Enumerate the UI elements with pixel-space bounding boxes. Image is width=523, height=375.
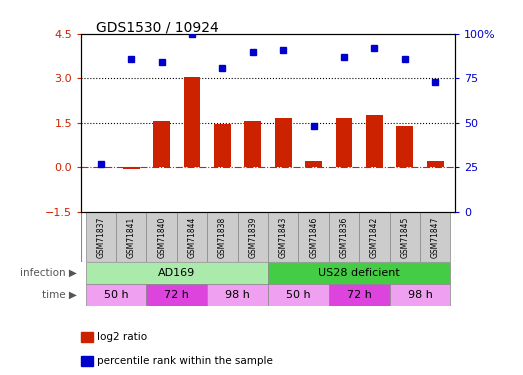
FancyBboxPatch shape	[268, 284, 329, 306]
Text: GSM71838: GSM71838	[218, 216, 227, 258]
Text: 50 h: 50 h	[286, 290, 311, 300]
Text: infection ▶: infection ▶	[20, 268, 77, 278]
Text: 98 h: 98 h	[225, 290, 250, 300]
Text: AD169: AD169	[158, 268, 196, 278]
FancyBboxPatch shape	[86, 284, 146, 306]
FancyBboxPatch shape	[390, 284, 450, 306]
Text: GSM71847: GSM71847	[431, 216, 440, 258]
FancyBboxPatch shape	[329, 284, 390, 306]
Text: 50 h: 50 h	[104, 290, 128, 300]
Text: 72 h: 72 h	[347, 290, 372, 300]
Text: GSM71846: GSM71846	[309, 216, 318, 258]
Text: GDS1530 / 10924: GDS1530 / 10924	[96, 21, 218, 34]
Text: US28 deficient: US28 deficient	[319, 268, 400, 278]
FancyBboxPatch shape	[207, 211, 237, 262]
Bar	[427, 161, 444, 167]
FancyBboxPatch shape	[329, 211, 359, 262]
FancyBboxPatch shape	[207, 284, 268, 306]
FancyBboxPatch shape	[359, 211, 390, 262]
FancyBboxPatch shape	[299, 211, 329, 262]
Text: GSM71842: GSM71842	[370, 216, 379, 258]
Bar	[153, 121, 170, 167]
Text: GSM71836: GSM71836	[339, 216, 348, 258]
Text: GSM71843: GSM71843	[279, 216, 288, 258]
Text: time ▶: time ▶	[42, 290, 77, 300]
Text: GSM71844: GSM71844	[188, 216, 197, 258]
FancyBboxPatch shape	[268, 211, 299, 262]
FancyBboxPatch shape	[146, 211, 177, 262]
Bar	[305, 161, 322, 167]
FancyBboxPatch shape	[86, 211, 116, 262]
FancyBboxPatch shape	[116, 211, 146, 262]
FancyBboxPatch shape	[86, 262, 268, 284]
Bar	[336, 118, 353, 167]
Bar	[396, 126, 413, 167]
Bar	[184, 77, 200, 167]
Text: 72 h: 72 h	[164, 290, 189, 300]
Text: GSM71841: GSM71841	[127, 216, 136, 258]
FancyBboxPatch shape	[268, 262, 450, 284]
Text: GSM71845: GSM71845	[400, 216, 410, 258]
FancyBboxPatch shape	[390, 211, 420, 262]
FancyBboxPatch shape	[420, 211, 450, 262]
Text: percentile rank within the sample: percentile rank within the sample	[97, 356, 272, 366]
Text: log2 ratio: log2 ratio	[97, 332, 147, 342]
FancyBboxPatch shape	[177, 211, 207, 262]
Bar	[123, 167, 140, 169]
FancyBboxPatch shape	[146, 284, 207, 306]
Bar	[275, 118, 292, 167]
FancyBboxPatch shape	[237, 211, 268, 262]
Text: 98 h: 98 h	[407, 290, 433, 300]
Bar	[214, 124, 231, 167]
Bar	[366, 115, 383, 167]
Text: GSM71840: GSM71840	[157, 216, 166, 258]
Bar	[244, 121, 261, 167]
Text: GSM71839: GSM71839	[248, 216, 257, 258]
Text: GSM71837: GSM71837	[96, 216, 105, 258]
